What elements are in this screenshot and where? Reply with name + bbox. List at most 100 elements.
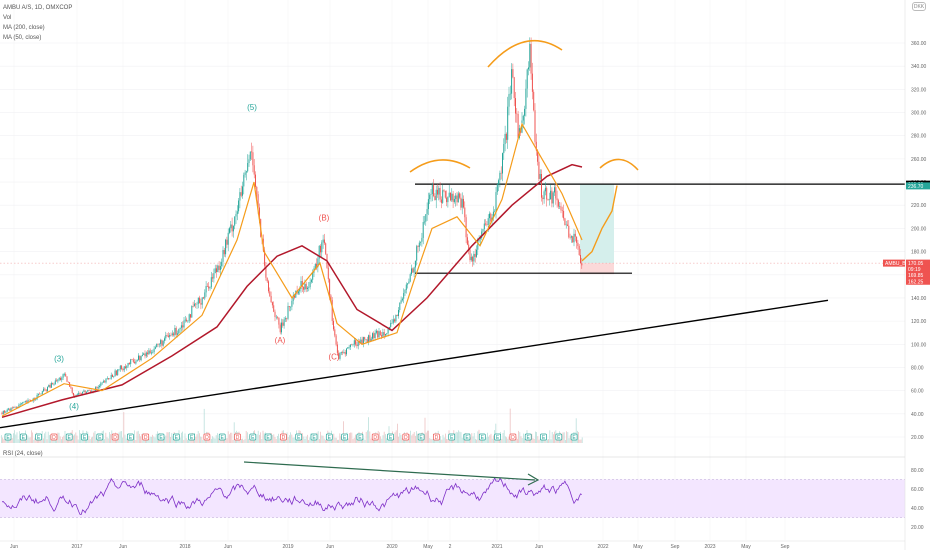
volume-bar: [255, 439, 257, 443]
wave-label: (C): [328, 352, 339, 361]
candle-body: [559, 206, 561, 207]
event-marker-label: E: [159, 435, 163, 441]
candle-body: [478, 238, 480, 241]
candle-body: [66, 376, 68, 382]
volume-bar: [62, 436, 63, 443]
volume-bar: [394, 432, 396, 443]
candle-body: [411, 268, 412, 275]
candle-body: [398, 309, 399, 317]
volume-bar: [55, 438, 56, 443]
candle-body: [517, 114, 519, 138]
currency-button[interactable]: DKK: [912, 2, 926, 11]
volume-bar: [77, 439, 79, 443]
candle-body: [73, 392, 74, 396]
volume-bar: [140, 436, 141, 443]
volume-bar: [554, 431, 555, 443]
candle-body: [53, 384, 55, 385]
event-marker-label: E: [465, 435, 469, 441]
volume-bar: [455, 431, 457, 443]
candle-body: [79, 393, 81, 394]
volume-bar: [134, 430, 135, 443]
candle-body: [104, 381, 106, 383]
price-tag-label: 170.05: [908, 261, 924, 267]
candle-body: [128, 362, 130, 365]
candle-body: [339, 353, 341, 359]
candle-body: [469, 249, 471, 261]
candle-body: [281, 322, 282, 333]
candle-body: [226, 239, 228, 245]
event-marker: [264, 433, 272, 441]
candle-body: [230, 224, 232, 229]
candle-body: [322, 239, 324, 243]
candle-body: [91, 391, 93, 392]
candle-body: [149, 350, 151, 354]
event-marker-label: E: [557, 435, 561, 441]
candle-body: [528, 67, 529, 70]
volume-bar: [80, 433, 81, 443]
candle-body: [138, 355, 139, 360]
candle-body: [255, 174, 256, 187]
volume-bar: [416, 431, 417, 443]
candle-body: [132, 359, 134, 362]
volume-bar: [27, 435, 29, 443]
candle-body: [429, 194, 431, 200]
candle-body: [135, 361, 137, 364]
event-marker-label: E: [37, 435, 41, 441]
candle-body: [170, 334, 172, 336]
volume-bar: [292, 437, 294, 443]
candle-body: [403, 293, 405, 299]
volume-bar: [164, 436, 165, 443]
candle-body: [243, 174, 245, 187]
price-tick-label: 20.00: [911, 435, 924, 441]
volume-bar: [531, 433, 533, 443]
candle-body: [231, 224, 233, 232]
volume-bar: [122, 437, 123, 443]
candle-body: [269, 291, 271, 296]
event-marker: [540, 433, 547, 441]
volume-bar: [32, 432, 33, 443]
time-tick-label: Sep: [671, 544, 680, 550]
candle-body: [201, 297, 203, 305]
candle-body: [80, 393, 82, 394]
candle-body: [96, 387, 98, 389]
volume-bar: [343, 421, 344, 443]
volume-bar: [233, 422, 235, 443]
event-marker: [356, 433, 364, 441]
candle-body: [126, 365, 128, 369]
candle-body: [317, 258, 319, 268]
event-marker-label: D: [282, 435, 286, 441]
candle-body: [235, 214, 237, 217]
volume-bar: [149, 436, 151, 443]
event-marker: [570, 433, 578, 441]
price-tag: [906, 259, 930, 267]
event-marker: [417, 433, 425, 441]
time-tick-label: Jun: [119, 544, 127, 550]
event-marker: [463, 433, 471, 441]
rsi-divergence-arrow: [527, 473, 540, 486]
wave-label: (B): [319, 213, 330, 222]
volume-bar: [359, 439, 361, 443]
candle-body: [457, 193, 459, 203]
candle-body: [483, 223, 485, 230]
volume-bar: [413, 432, 415, 443]
candle-body: [21, 403, 22, 405]
volume-bar: [352, 439, 354, 443]
candle-body: [279, 324, 281, 333]
candle-body: [238, 200, 240, 212]
volume-bar: [263, 433, 265, 443]
price-tag: [906, 265, 930, 273]
candle-body: [221, 261, 223, 267]
candle-body: [390, 323, 392, 327]
price-tag-label: AMBU_B: [885, 261, 906, 267]
volume-bar: [10, 438, 12, 443]
volume-bar: [268, 438, 270, 443]
volume-bar: [304, 438, 306, 443]
candle-body: [522, 115, 524, 121]
ma200-line: [1, 163, 583, 419]
volume-bar: [88, 435, 90, 443]
volume-bar: [41, 431, 43, 443]
volume-bar: [369, 431, 371, 443]
candle-body: [169, 334, 171, 337]
volume-bar: [79, 430, 80, 443]
candle-body: [114, 370, 116, 377]
